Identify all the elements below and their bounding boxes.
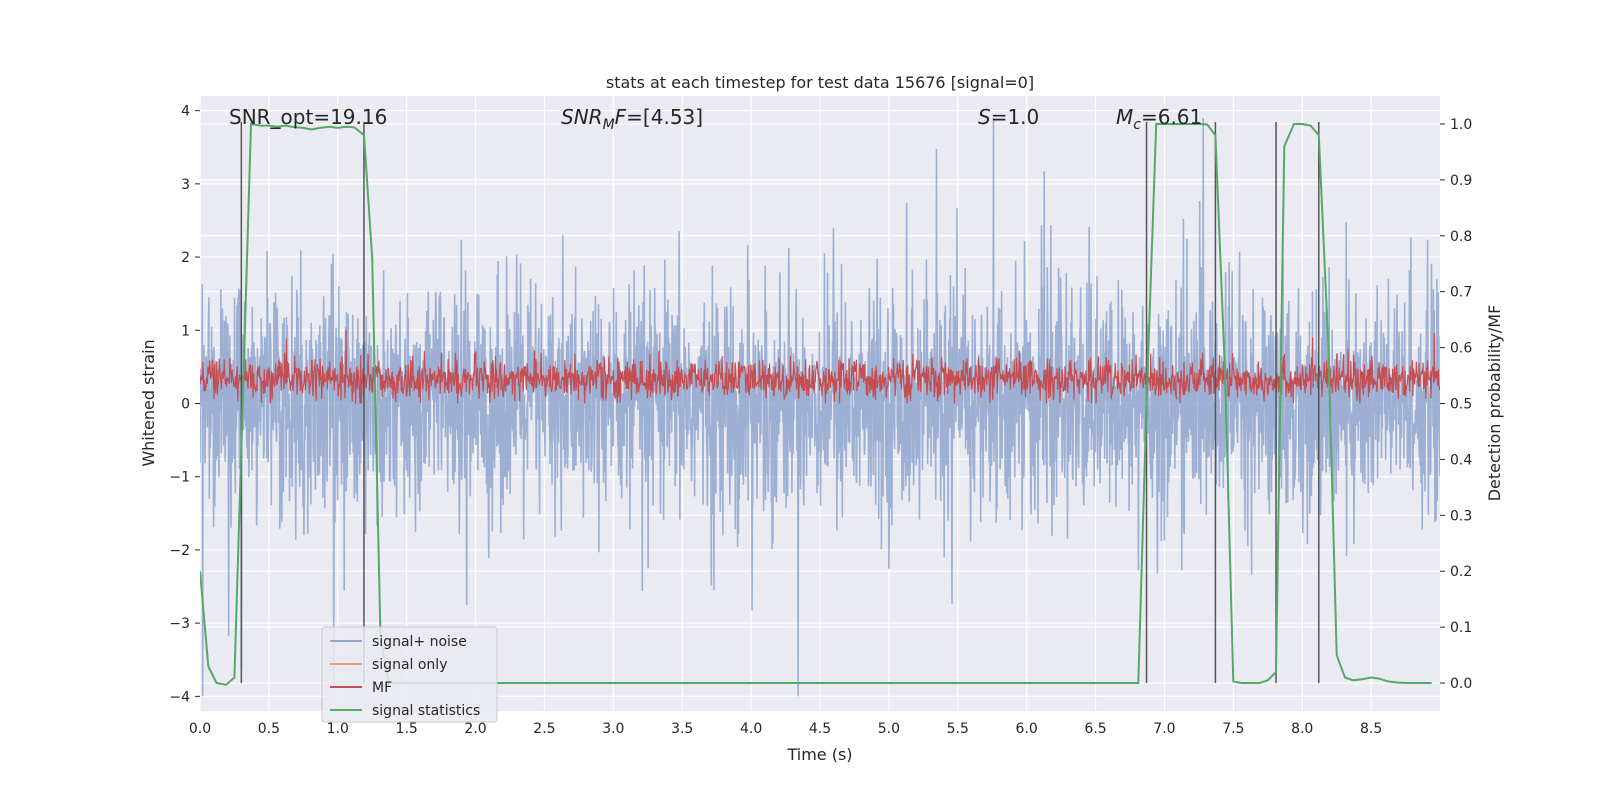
y2-tick-label: 0.3 [1450,508,1472,524]
y2-tick-label: 0.4 [1450,452,1472,468]
x-tick-label: 5.0 [878,721,900,737]
x-tick-label: 7.0 [1153,721,1175,737]
signal-noise-line [200,117,1440,697]
y2-axis-ticks: 1.0 0.9 0.8 0.7 0.6 0.5 0.4 0.3 0.2 0.1 0.0 [1440,117,1472,692]
y-tick-label: 1 [181,323,190,339]
y-axis-ticks: 4 3 2 1 0 −1 −2 −3 −4 [169,104,200,705]
x-tick-label: 7.5 [1222,721,1244,737]
x-tick-label: 8.5 [1360,721,1382,737]
signal-noise-series [200,117,1440,697]
x-axis-label: Time (s) [786,745,852,764]
legend-label-signal-only: signal only [372,657,447,673]
x-tick-label: 6.5 [1084,721,1106,737]
y2-tick-label: 0.7 [1450,285,1472,301]
y2-tick-label: 0.0 [1450,676,1472,692]
x-tick-label: 5.5 [947,721,969,737]
legend: signal+ noise signal only MF signal stat… [321,626,498,723]
vertical-markers [240,121,1320,684]
mf-series [200,330,1440,404]
y-tick-label: −4 [169,689,190,705]
y-tick-label: 3 [181,177,190,193]
legend-label-signal-statistics: signal statistics [372,703,480,719]
y-tick-label: −1 [169,470,190,486]
legend-box [321,626,498,723]
annotation-2: SNRMF=[4.53] [561,105,703,133]
y-axis-label: Whitened strain [139,339,158,466]
y-tick-label: 2 [181,250,190,266]
legend-label-signal-noise: signal+ noise [372,634,467,650]
annotation-3: S=1.0 [978,105,1039,129]
annotation-1: SNR_opt=19.16 [229,105,387,129]
x-tick-label: 4.5 [809,721,831,737]
x-tick-label: 2.5 [533,721,555,737]
x-tick-label: 1.5 [396,721,418,737]
x-tick-label: 8.0 [1291,721,1313,737]
y2-tick-label: 0.2 [1450,564,1472,580]
signal-statistics-line [200,122,1432,686]
y2-tick-label: 1.0 [1450,117,1472,133]
y-tick-label: −3 [169,616,190,632]
x-tick-label: 1.0 [327,721,349,737]
x-tick-label: 3.5 [671,721,693,737]
y-tick-label: 4 [181,104,190,120]
chart-title: stats at each timestep for test data 156… [606,73,1034,92]
x-axis-ticks: 0.0 0.5 1.0 1.5 2.0 2.5 3.0 3.5 4.0 4.5 5.0 5.5 6.0 6… [189,721,1382,737]
x-tick-label: 6.0 [1016,721,1038,737]
legend-label-mf: MF [372,680,392,696]
y2-tick-label: 0.6 [1450,341,1472,357]
x-tick-label: 2.0 [464,721,486,737]
x-tick-label: 0.0 [189,721,211,737]
annotations: SNR_opt=19.16 SNRMF=[4.53] S=1.0 Mc=6.61 [229,105,1202,133]
y2-tick-label: 0.1 [1450,620,1472,636]
y-tick-label: 0 [181,397,190,413]
annotation-4: Mc=6.61 [1116,105,1202,133]
mf-line [200,330,1440,404]
y-tick-label: −2 [169,543,190,559]
y2-tick-label: 0.9 [1450,173,1472,189]
x-tick-label: 3.0 [602,721,624,737]
x-tick-label: 0.5 [258,721,280,737]
y2-tick-label: 0.5 [1450,397,1472,413]
x-tick-label: 4.0 [740,721,762,737]
signal-statistics-series [200,122,1432,686]
y2-axis-label: Detection probability/MF [1485,305,1504,502]
y2-tick-label: 0.8 [1450,229,1472,245]
